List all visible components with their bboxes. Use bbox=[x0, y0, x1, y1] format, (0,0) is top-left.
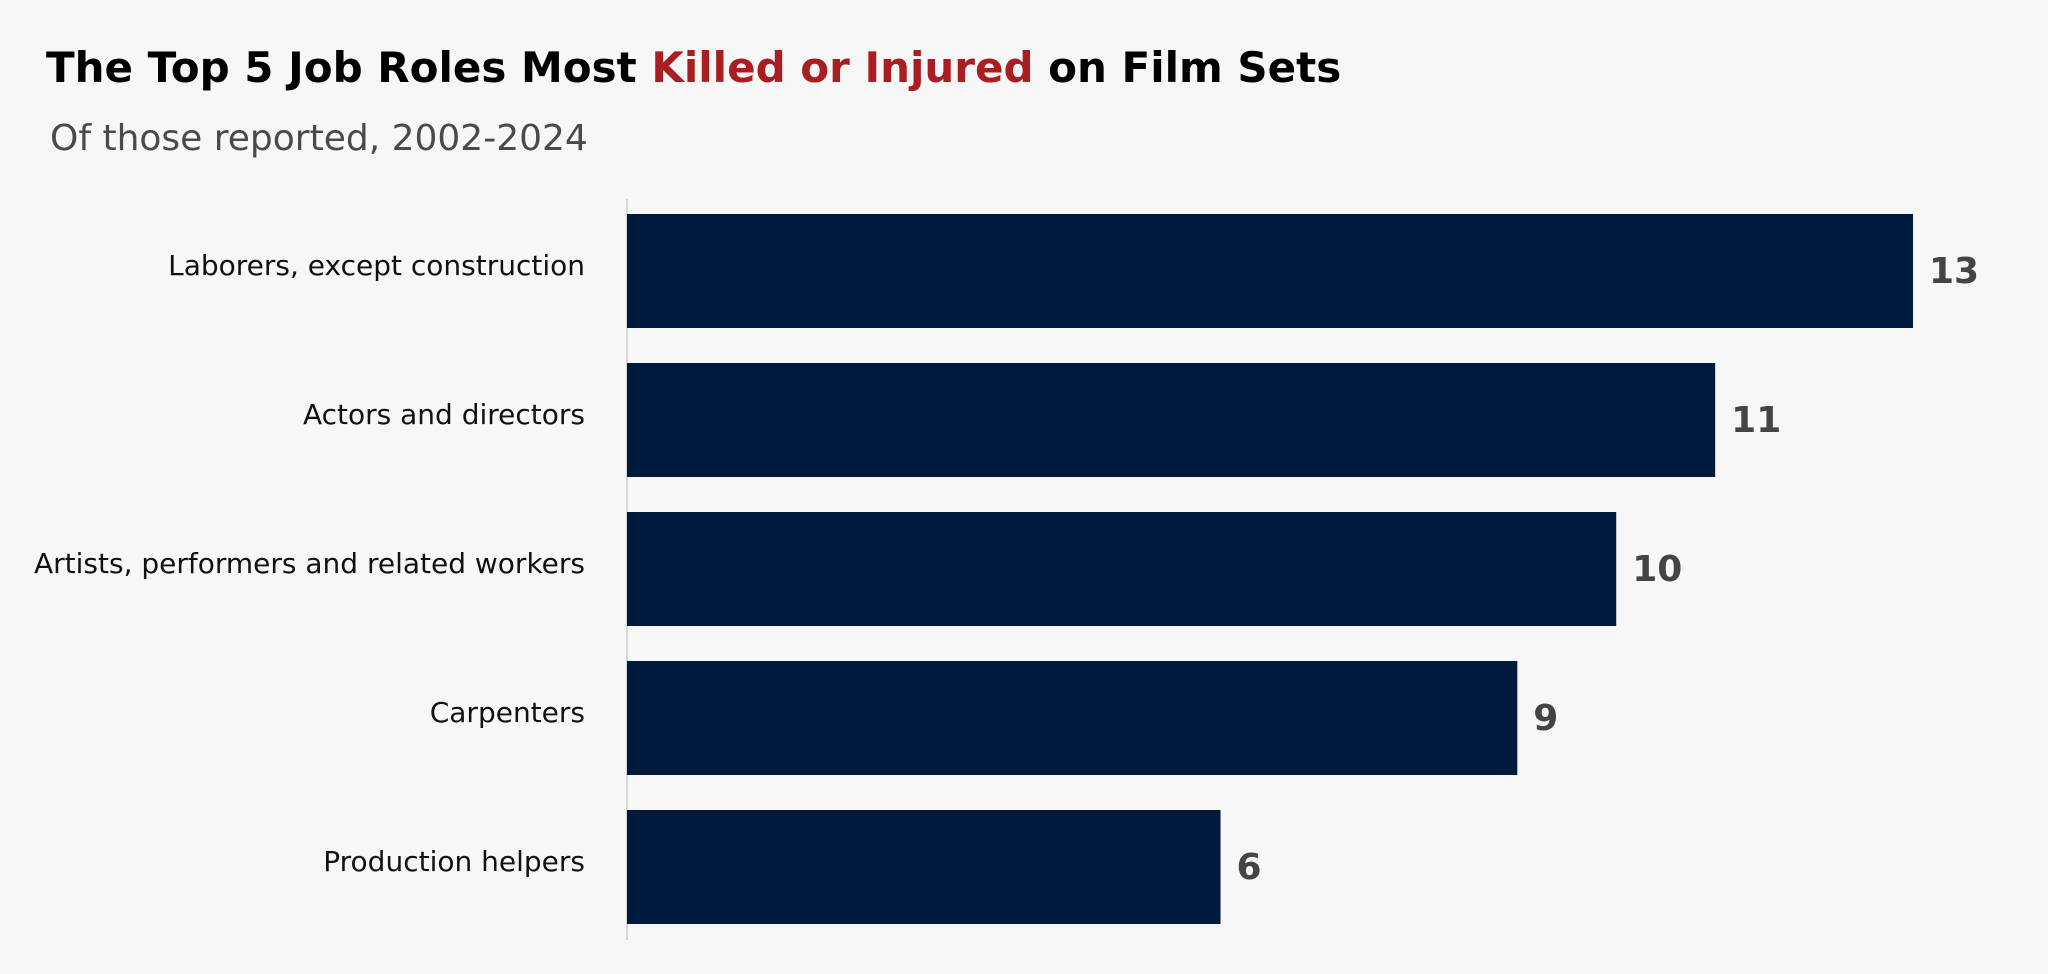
y-tick-label: Production helpers bbox=[323, 845, 585, 878]
title-part: on Film Sets bbox=[1034, 43, 1342, 92]
y-tick-label: Actors and directors bbox=[303, 398, 585, 431]
bar bbox=[627, 512, 1617, 626]
value-label: 6 bbox=[1237, 847, 1262, 888]
title-part: The Top 5 Job Roles Most bbox=[46, 43, 651, 92]
bar bbox=[627, 661, 1518, 775]
chart-title: The Top 5 Job Roles Most Killed or Injur… bbox=[46, 43, 1341, 92]
value-label: 9 bbox=[1533, 698, 1558, 739]
value-label: 11 bbox=[1731, 400, 1781, 441]
chart-subtitle: Of those reported, 2002-2024 bbox=[50, 118, 588, 159]
bar bbox=[627, 810, 1221, 924]
title-part: Killed or Injured bbox=[651, 43, 1033, 92]
bar bbox=[627, 214, 1913, 328]
y-tick-label: Carpenters bbox=[430, 696, 585, 729]
value-label: 10 bbox=[1632, 549, 1682, 590]
y-tick-label: Laborers, except construction bbox=[168, 249, 585, 282]
bar bbox=[627, 363, 1716, 477]
y-tick-label: Artists, performers and related workers bbox=[34, 547, 585, 580]
value-label: 13 bbox=[1929, 251, 1979, 292]
